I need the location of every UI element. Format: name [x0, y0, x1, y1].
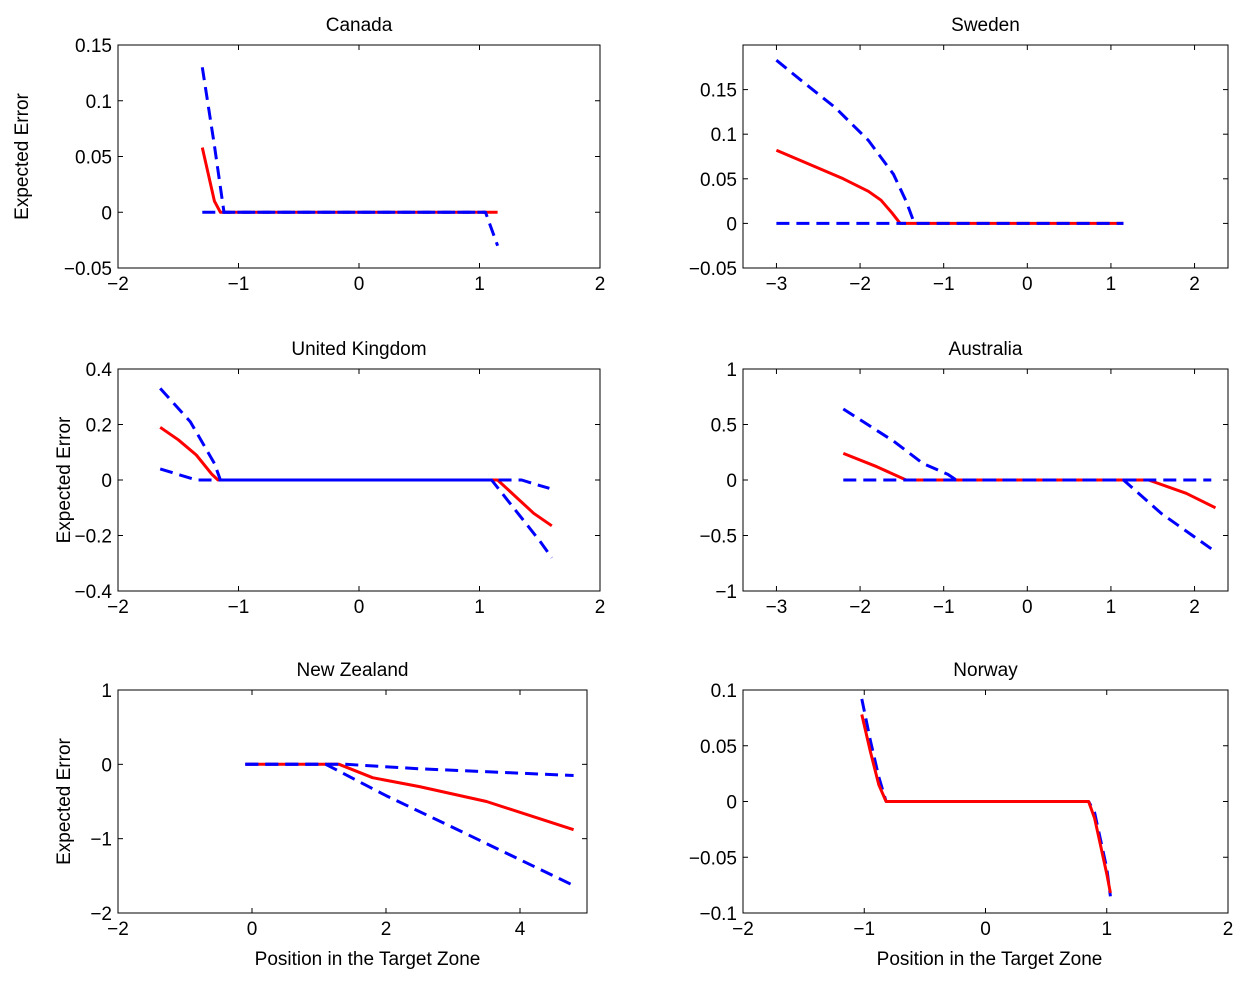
x-tick-label: −2	[107, 274, 129, 295]
plot-area	[117, 44, 601, 269]
y-tick-label: 0.4	[86, 360, 113, 381]
subplot-6: −2 −1 0 1 2 −0.1 −0.05 0 0.05 0.1 Norway Position i…	[689, 660, 1233, 970]
plot-area	[117, 689, 588, 914]
y-tick-label: 0.05	[700, 170, 737, 191]
y-tick-label: −0.05	[64, 259, 112, 280]
dashed-band-line-2	[245, 762, 575, 887]
x-tick-label: 0	[980, 919, 991, 940]
y-tick-label: 0.05	[75, 148, 112, 169]
y-tick-label: −0.1	[699, 904, 737, 925]
dashed-band-line-3	[245, 762, 574, 777]
y-tick-label: 0.05	[700, 737, 737, 758]
subplot-4: −3 −2 −1 0 1 2 −1 −0.5 0 0.5 1 Australia	[699, 339, 1229, 618]
y-tick-label: −2	[90, 904, 112, 925]
dashed-band-line-2	[775, 59, 1124, 225]
subplot-title: New Zealand	[297, 660, 409, 681]
y-tick-label: 0.1	[711, 681, 737, 702]
x-tick-label: −1	[933, 597, 955, 618]
x-tick-label: 0	[1022, 597, 1033, 618]
subplot-3: −2 −1 0 1 2 −0.4 −0.2 0 0.2 0.4 United Kingdom Expe…	[54, 339, 605, 618]
y-tick-label: −1	[715, 582, 737, 603]
y-tick-label: 0	[101, 203, 112, 224]
y-tick-label: 1	[101, 681, 112, 702]
y-tick-label: 0	[726, 214, 737, 235]
y-tick-label: 0.1	[86, 92, 112, 113]
dashed-band-line-3	[159, 467, 550, 490]
subplot-title: Norway	[953, 660, 1018, 681]
x-tick-label: −3	[766, 274, 788, 295]
x-tick-label: 1	[1106, 597, 1117, 618]
y-tick-label: 0.5	[711, 416, 737, 437]
subplot-title: Australia	[949, 339, 1023, 360]
x-tick-label: 1	[1101, 919, 1112, 940]
x-tick-label: 2	[595, 597, 606, 618]
y-tick-label: −0.2	[74, 527, 112, 548]
solid-estimate-line-1	[159, 426, 553, 528]
y-tick-label: 0.1	[711, 125, 737, 146]
x-tick-label: 4	[515, 919, 526, 940]
x-tick-label: 1	[474, 597, 485, 618]
dashed-band-line-2	[842, 407, 1213, 551]
x-axis-label: Position in the Target Zone	[877, 949, 1103, 970]
x-tick-label: 0	[1022, 274, 1033, 295]
subplot-title: Sweden	[951, 15, 1020, 36]
x-tick-label: −1	[228, 597, 250, 618]
subplot-title: United Kingdom	[291, 339, 426, 360]
x-tick-label: 0	[247, 919, 258, 940]
y-tick-label: 0.15	[75, 36, 112, 57]
solid-estimate-line-1	[245, 762, 575, 832]
subplot-1: −2 −1 0 1 2 −0.05 0 0.05 0.1 0.15 Canada Expected E…	[12, 15, 605, 295]
y-tick-label: −1	[90, 830, 112, 851]
plot-area	[742, 44, 1229, 269]
y-tick-label: 1	[726, 360, 737, 381]
x-tick-label: 2	[381, 919, 392, 940]
y-tick-label: 0	[726, 471, 737, 492]
x-axis-label: Position in the Target Zone	[255, 949, 481, 970]
x-tick-label: −1	[853, 919, 875, 940]
x-tick-label: 2	[1189, 274, 1200, 295]
y-axis-label: Expected Error	[54, 416, 75, 543]
y-tick-label: 0.2	[86, 416, 112, 437]
x-tick-label: 2	[1223, 919, 1234, 940]
x-tick-label: −1	[933, 274, 955, 295]
x-tick-label: 2	[595, 274, 606, 295]
x-tick-label: −2	[107, 919, 129, 940]
subplot-5: −2 0 2 4 −2 −1 0 1 New Zealand Expected Error Posi…	[54, 660, 588, 970]
subplot-title: Canada	[326, 15, 393, 36]
y-axis-label: Expected Error	[12, 92, 33, 219]
x-tick-label: −2	[732, 919, 754, 940]
x-tick-label: −2	[849, 274, 871, 295]
y-tick-label: 0	[101, 755, 112, 776]
x-tick-label: −2	[107, 597, 129, 618]
y-axis-label: Expected Error	[54, 737, 75, 864]
y-tick-label: 0.15	[700, 81, 737, 102]
x-tick-label: −1	[228, 274, 250, 295]
y-tick-label: −0.05	[689, 259, 737, 280]
y-tick-label: −0.5	[699, 527, 737, 548]
y-tick-label: −0.4	[74, 582, 112, 603]
subplot-2: −3 −2 −1 0 1 2 −0.05 0 0.05 0.1 0.15 Sweden	[689, 15, 1229, 295]
x-tick-label: 0	[354, 597, 365, 618]
x-tick-label: 2	[1189, 597, 1200, 618]
x-tick-label: 0	[354, 274, 365, 295]
solid-estimate-line-1	[775, 148, 1124, 225]
x-tick-label: −3	[766, 597, 788, 618]
y-tick-label: −0.05	[689, 848, 737, 869]
y-tick-label: 0	[101, 471, 112, 492]
x-tick-label: 1	[1106, 274, 1117, 295]
solid-estimate-line-2	[860, 714, 1112, 894]
y-tick-label: 0	[726, 793, 737, 814]
x-tick-label: −2	[849, 597, 871, 618]
x-tick-label: 1	[474, 274, 485, 295]
